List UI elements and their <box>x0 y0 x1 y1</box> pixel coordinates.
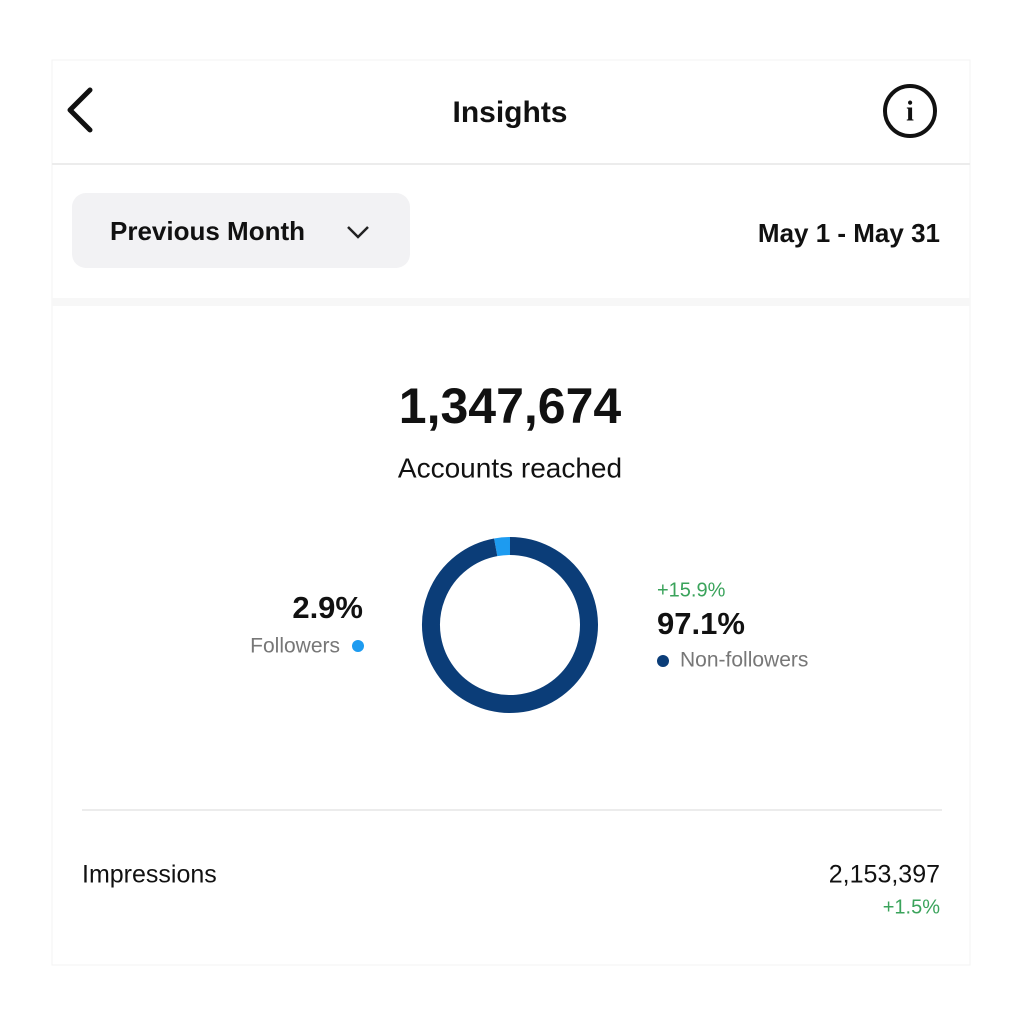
info-glyph: i <box>906 96 914 127</box>
impressions-label: Impressions <box>82 861 217 889</box>
nonfollowers-change: +15.9% <box>657 579 726 601</box>
impressions-change: +1.5% <box>883 896 940 918</box>
section-separator <box>52 298 970 306</box>
info-button[interactable]: i <box>883 84 937 138</box>
back-button[interactable] <box>67 87 93 133</box>
info-icon <box>883 84 937 138</box>
donut-segment <box>422 537 598 713</box>
reach-total: 1,347,674 <box>399 378 622 434</box>
nonfollowers-percent: 97.1% <box>657 606 745 641</box>
period-label: Previous Month <box>110 216 305 246</box>
period-selector[interactable]: Previous Month <box>72 193 410 268</box>
legend-dot <box>352 640 364 652</box>
date-range: May 1 - May 31 <box>758 218 940 248</box>
followers-percent: 2.9% <box>292 590 363 625</box>
nonfollowers-legend: Non-followers <box>680 649 808 672</box>
donut-chart <box>422 537 598 713</box>
legend-dot <box>657 655 669 667</box>
impressions-value: 2,153,397 <box>829 861 940 889</box>
dropdown-chevron <box>347 226 369 239</box>
period-pill <box>72 193 410 268</box>
followers-legend: Followers <box>250 635 340 658</box>
reach-label: Accounts reached <box>398 452 622 483</box>
page-title: Insights <box>452 96 567 129</box>
donut-segment <box>494 537 511 557</box>
